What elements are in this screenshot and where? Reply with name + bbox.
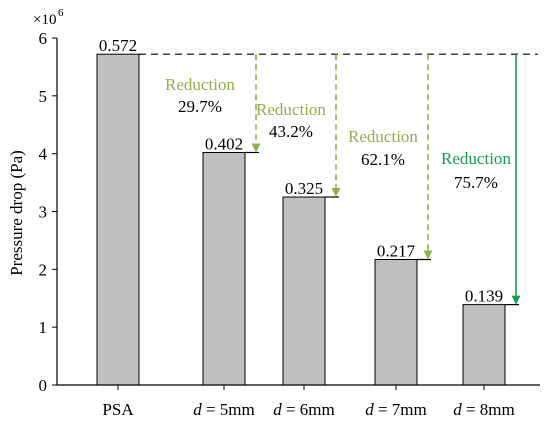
data-label-3: 0.217 xyxy=(377,242,416,261)
y-tick-label-5: 5 xyxy=(39,87,48,106)
y-tick-label-1: 1 xyxy=(39,318,48,337)
data-label-0: 0.572 xyxy=(99,36,137,55)
x-tick-label-4: d = 8mm xyxy=(453,400,515,419)
reduction-percent-3: 75.7% xyxy=(454,173,498,192)
reduction-percent-0: 29.7% xyxy=(178,97,222,116)
bar-2 xyxy=(282,196,326,386)
reduction-percent-2: 62.1% xyxy=(361,150,405,169)
reduction-arrow-head-2 xyxy=(423,250,433,260)
reduction-percent-1: 43.2% xyxy=(269,122,313,141)
y-axis-title: Pressure drop (Pa) xyxy=(7,150,26,276)
y-tick-label-0: 0 xyxy=(39,376,48,395)
y-tick-label-2: 2 xyxy=(39,260,48,279)
reduction-label-1: Reduction xyxy=(256,100,326,119)
y-tick-label-6: 6 xyxy=(39,29,48,48)
x-tick-label-2: d = 6mm xyxy=(273,400,335,419)
y-tick-label-4: 4 xyxy=(39,145,48,164)
plot-area: 0 1 2 3 4 5 6×10 6 PSA d = 5mm d = 6mm d = 7mm d = 8… xyxy=(33,7,540,419)
x-tick-label-1: d = 5mm xyxy=(193,400,255,419)
bar-0 xyxy=(96,53,140,386)
bar-4 xyxy=(462,304,506,386)
y-axis-exponent: 6 xyxy=(58,7,64,19)
data-label-1: 0.402 xyxy=(205,135,243,154)
bar-3 xyxy=(374,259,418,386)
data-label-4: 0.139 xyxy=(465,287,503,306)
reduction-arrow-head-3 xyxy=(511,295,521,305)
reduction-arrow-head-0 xyxy=(251,143,261,153)
reduction-label-0: Reduction xyxy=(165,75,235,94)
reduction-label-2: Reduction xyxy=(348,127,418,146)
data-label-2: 0.325 xyxy=(285,179,323,198)
reduction-label-3: Reduction xyxy=(441,149,511,168)
x-tick-label-0: PSA xyxy=(102,400,134,419)
bar-1 xyxy=(202,152,246,386)
reduction-arrow-head-1 xyxy=(331,188,341,198)
y-axis-multiplier: ×10 xyxy=(33,12,56,28)
x-tick-label-3: d = 7mm xyxy=(365,400,427,419)
y-tick-label-3: 3 xyxy=(39,203,48,222)
